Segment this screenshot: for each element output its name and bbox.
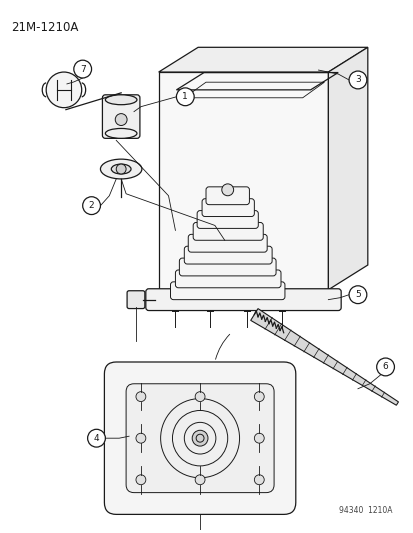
FancyBboxPatch shape [126, 384, 273, 492]
FancyBboxPatch shape [184, 246, 271, 264]
Polygon shape [158, 72, 328, 290]
Circle shape [348, 71, 366, 89]
Text: 7: 7 [80, 64, 85, 74]
Polygon shape [158, 47, 367, 72]
Text: 4: 4 [93, 434, 99, 443]
FancyBboxPatch shape [179, 258, 275, 276]
FancyBboxPatch shape [170, 282, 284, 300]
Text: 5: 5 [354, 290, 360, 299]
Circle shape [115, 114, 127, 125]
Circle shape [116, 164, 126, 174]
Circle shape [176, 88, 194, 106]
Circle shape [195, 392, 204, 401]
Circle shape [135, 433, 145, 443]
Circle shape [192, 430, 207, 446]
Circle shape [254, 433, 263, 443]
Circle shape [88, 429, 105, 447]
FancyBboxPatch shape [206, 187, 249, 205]
Circle shape [221, 184, 233, 196]
Text: 3: 3 [354, 76, 360, 84]
FancyBboxPatch shape [145, 289, 340, 311]
FancyBboxPatch shape [127, 290, 145, 309]
Circle shape [195, 475, 204, 484]
Circle shape [46, 72, 81, 108]
FancyBboxPatch shape [193, 222, 263, 240]
FancyBboxPatch shape [188, 235, 266, 252]
Polygon shape [250, 309, 397, 405]
FancyBboxPatch shape [102, 95, 140, 139]
FancyBboxPatch shape [104, 362, 295, 514]
Circle shape [196, 434, 204, 442]
FancyBboxPatch shape [175, 270, 280, 288]
Circle shape [83, 197, 100, 215]
Ellipse shape [105, 128, 137, 139]
Circle shape [254, 475, 263, 484]
Text: 21M-1210A: 21M-1210A [11, 21, 78, 34]
Ellipse shape [105, 95, 137, 104]
FancyBboxPatch shape [202, 199, 254, 216]
Polygon shape [328, 47, 367, 290]
Circle shape [348, 286, 366, 304]
Text: 2: 2 [88, 201, 94, 210]
Ellipse shape [100, 159, 142, 179]
Circle shape [74, 60, 91, 78]
Circle shape [254, 392, 263, 401]
Text: 1: 1 [182, 92, 188, 101]
Text: 94340  1210A: 94340 1210A [338, 506, 392, 515]
Circle shape [135, 475, 145, 484]
FancyBboxPatch shape [197, 211, 258, 229]
Circle shape [376, 358, 394, 376]
Text: 6: 6 [382, 362, 387, 372]
Circle shape [135, 392, 145, 401]
Ellipse shape [111, 164, 131, 174]
